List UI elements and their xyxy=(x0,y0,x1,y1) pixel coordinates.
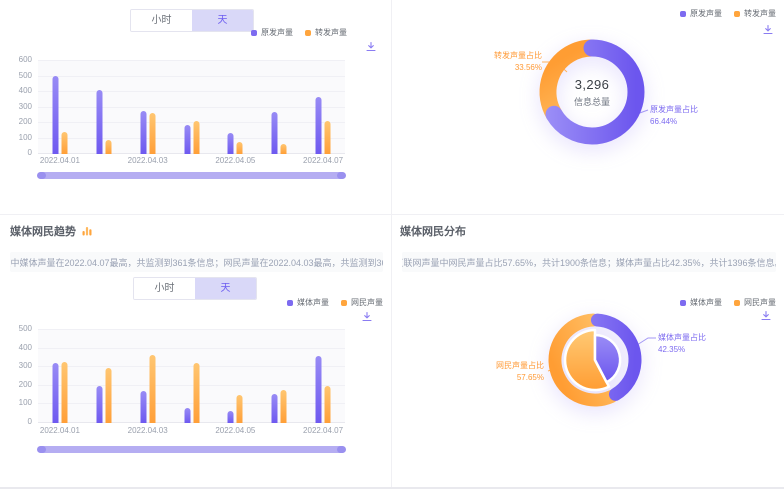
slice-name: 转发声量占比 xyxy=(494,51,542,60)
total-value: 3,296 xyxy=(574,77,610,92)
legend-label: 原发声量 xyxy=(690,9,722,18)
download-icon[interactable] xyxy=(760,310,772,322)
legend-item-original[interactable]: 原发声量 xyxy=(251,27,293,38)
panel-volume-distribution: 原发声量 转发声量 3,296 信息总量 xyxy=(392,0,784,215)
legend-dot-purple xyxy=(680,299,686,306)
time-granularity-toggle: 小时 天 xyxy=(130,9,254,32)
slice-label-netizen: 网民声量占比 57.65% xyxy=(452,360,544,384)
legend-item-original[interactable]: 原发声量 xyxy=(680,8,722,19)
legend-label: 网民声量 xyxy=(351,298,383,307)
toggle-hour-button[interactable]: 小时 xyxy=(131,10,192,31)
legend-dot-orange xyxy=(734,299,740,306)
legend-label: 媒体声量 xyxy=(690,298,722,307)
download-icon[interactable] xyxy=(365,41,377,53)
legend-dot-purple xyxy=(251,29,257,36)
legend-item-repost[interactable]: 转发声量 xyxy=(734,8,776,19)
legend-dot-purple xyxy=(680,10,686,17)
slice-name: 原发声量占比 xyxy=(650,105,698,114)
slice-label-original: 原发声量占比 66.44% xyxy=(650,104,742,128)
legend-item-netizen[interactable]: 网民声量 xyxy=(341,297,383,308)
legend-dot-orange xyxy=(734,10,740,17)
time-granularity-toggle: 小时 天 xyxy=(133,277,257,300)
legend-label: 网民声量 xyxy=(744,298,776,307)
datazoom-slider[interactable] xyxy=(37,172,346,179)
total-caption: 信息总量 xyxy=(573,97,610,107)
legend-item-netizen[interactable]: 网民声量 xyxy=(734,297,776,308)
toggle-hour-button[interactable]: 小时 xyxy=(134,278,195,299)
slice-label-media: 媒体声量占比 42.35% xyxy=(658,332,750,356)
donut-chart-media-netizen xyxy=(547,313,656,407)
panel-title: 媒体网民趋势 xyxy=(10,223,93,239)
legend: 媒体声量 网民声量 xyxy=(680,297,776,308)
legend-label: 媒体声量 xyxy=(297,298,329,307)
legend-dot-purple xyxy=(287,299,293,306)
slice-pct: 42.35% xyxy=(658,345,686,354)
legend-dot-orange xyxy=(341,299,347,306)
slice-pct: 57.65% xyxy=(516,373,544,382)
legend-dot-orange xyxy=(305,29,311,36)
panel-media-netizen-trend: 媒体网民趋势 互联网声量中媒体声量在2022.04.07最高，共监测到361条信… xyxy=(0,215,392,487)
slice-name: 网民声量占比 xyxy=(496,361,544,370)
donut-center-label: 3,296 信息总量 xyxy=(552,77,632,108)
download-icon[interactable] xyxy=(762,24,774,36)
toggle-day-button[interactable]: 天 xyxy=(192,10,253,31)
summary-text: 互联网声量中网民声量占比57.65%，共计1900条信息；媒体声量占比42.35… xyxy=(402,252,776,272)
summary-text: 互联网声量中媒体声量在2022.04.07最高，共监测到361条信息；网民声量在… xyxy=(10,252,383,272)
legend: 原发声量 转发声量 xyxy=(680,8,776,19)
slice-pct: 66.44% xyxy=(650,117,678,126)
toggle-day-button[interactable]: 天 xyxy=(195,278,256,299)
datazoom-slider[interactable] xyxy=(37,446,346,453)
slice-label-repost: 转发声量占比 33.56% xyxy=(450,50,542,74)
panel-volume-trend: 小时 天 原发声量 转发声量 0 100 200 300 400 500 600 2022.0… xyxy=(0,0,392,215)
legend: 媒体声量 网民声量 xyxy=(287,297,383,308)
slice-pct: 33.56% xyxy=(514,63,542,72)
chart-icon xyxy=(82,227,92,236)
legend-item-media[interactable]: 媒体声量 xyxy=(680,297,722,308)
legend-item-media[interactable]: 媒体声量 xyxy=(287,297,329,308)
legend-label: 转发声量 xyxy=(315,28,347,37)
legend: 原发声量 转发声量 xyxy=(251,27,347,38)
panel-title-text: 媒体网民趋势 xyxy=(10,226,76,238)
legend-item-repost[interactable]: 转发声量 xyxy=(305,27,347,38)
download-icon[interactable] xyxy=(361,311,373,323)
panel-title: 媒体网民分布 xyxy=(400,223,466,239)
slice-name: 媒体声量占比 xyxy=(658,333,706,342)
legend-label: 原发声量 xyxy=(261,28,293,37)
panel-title-text: 媒体网民分布 xyxy=(400,226,466,238)
panel-media-netizen-distribution: 媒体网民分布 互联网声量中网民声量占比57.65%，共计1900条信息；媒体声量… xyxy=(392,215,784,487)
donut-chart-volume-share xyxy=(539,39,649,145)
legend-label: 转发声量 xyxy=(744,9,776,18)
